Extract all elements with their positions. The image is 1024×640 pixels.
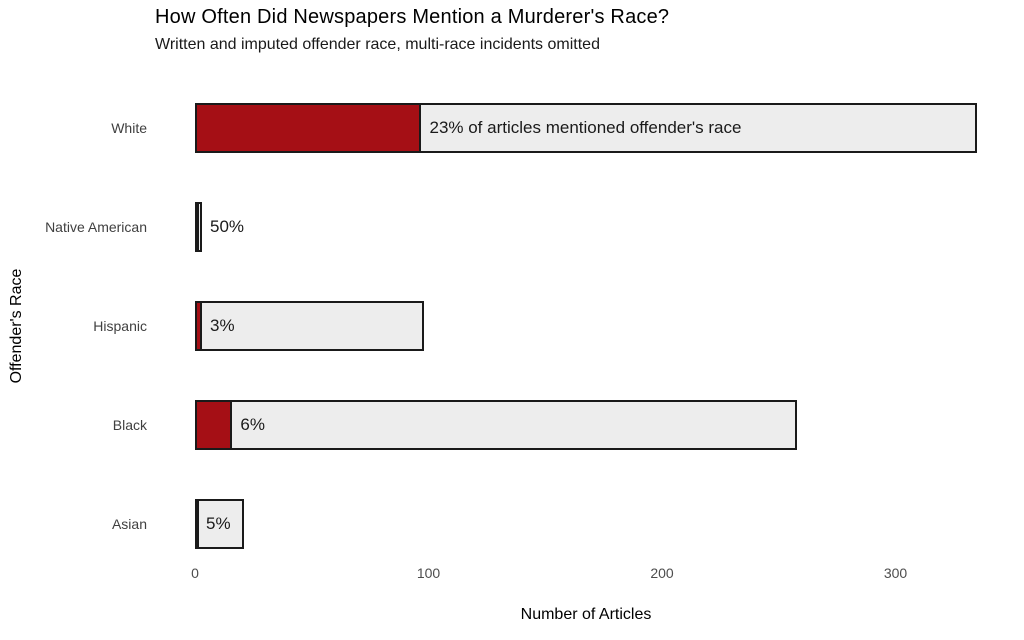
bar-value-label: 6% <box>240 415 265 434</box>
category-label-asian: Asian <box>111 516 147 532</box>
bar-total-black <box>195 400 798 450</box>
x-tick-label: 0 <box>191 565 199 581</box>
bar-value-label: 3% <box>210 316 235 335</box>
plot-area: 23% of articles mentioned offender's rac… <box>195 0 995 600</box>
bar-value-label: 23% of articles mentioned offender's rac… <box>429 118 742 137</box>
bar-mentioned-black <box>195 400 233 450</box>
category-label-white: White <box>111 120 147 136</box>
chart-title: How Often Did Newspapers Mention a Murde… <box>155 6 670 28</box>
category-label-black: Black <box>112 417 147 433</box>
chart-subtitle: Written and imputed offender race, multi… <box>155 36 600 53</box>
x-tick-label: 300 <box>883 565 908 581</box>
category-label-native-american: Native American <box>45 219 147 235</box>
bar-value-label: 50% <box>210 217 245 236</box>
bar-mentioned-white <box>195 103 422 153</box>
x-axis-title: Number of Articles <box>520 606 652 623</box>
bar-mentioned-asian <box>195 499 199 549</box>
bar-total-asian <box>195 499 245 549</box>
bar-value-label: 5% <box>206 514 231 533</box>
bar-mentioned-hispanic <box>195 301 202 351</box>
x-tick-label: 100 <box>416 565 441 581</box>
category-label-hispanic: Hispanic <box>93 318 147 334</box>
bar-mentioned-native-american <box>195 202 199 252</box>
x-tick-label: 200 <box>650 565 674 581</box>
